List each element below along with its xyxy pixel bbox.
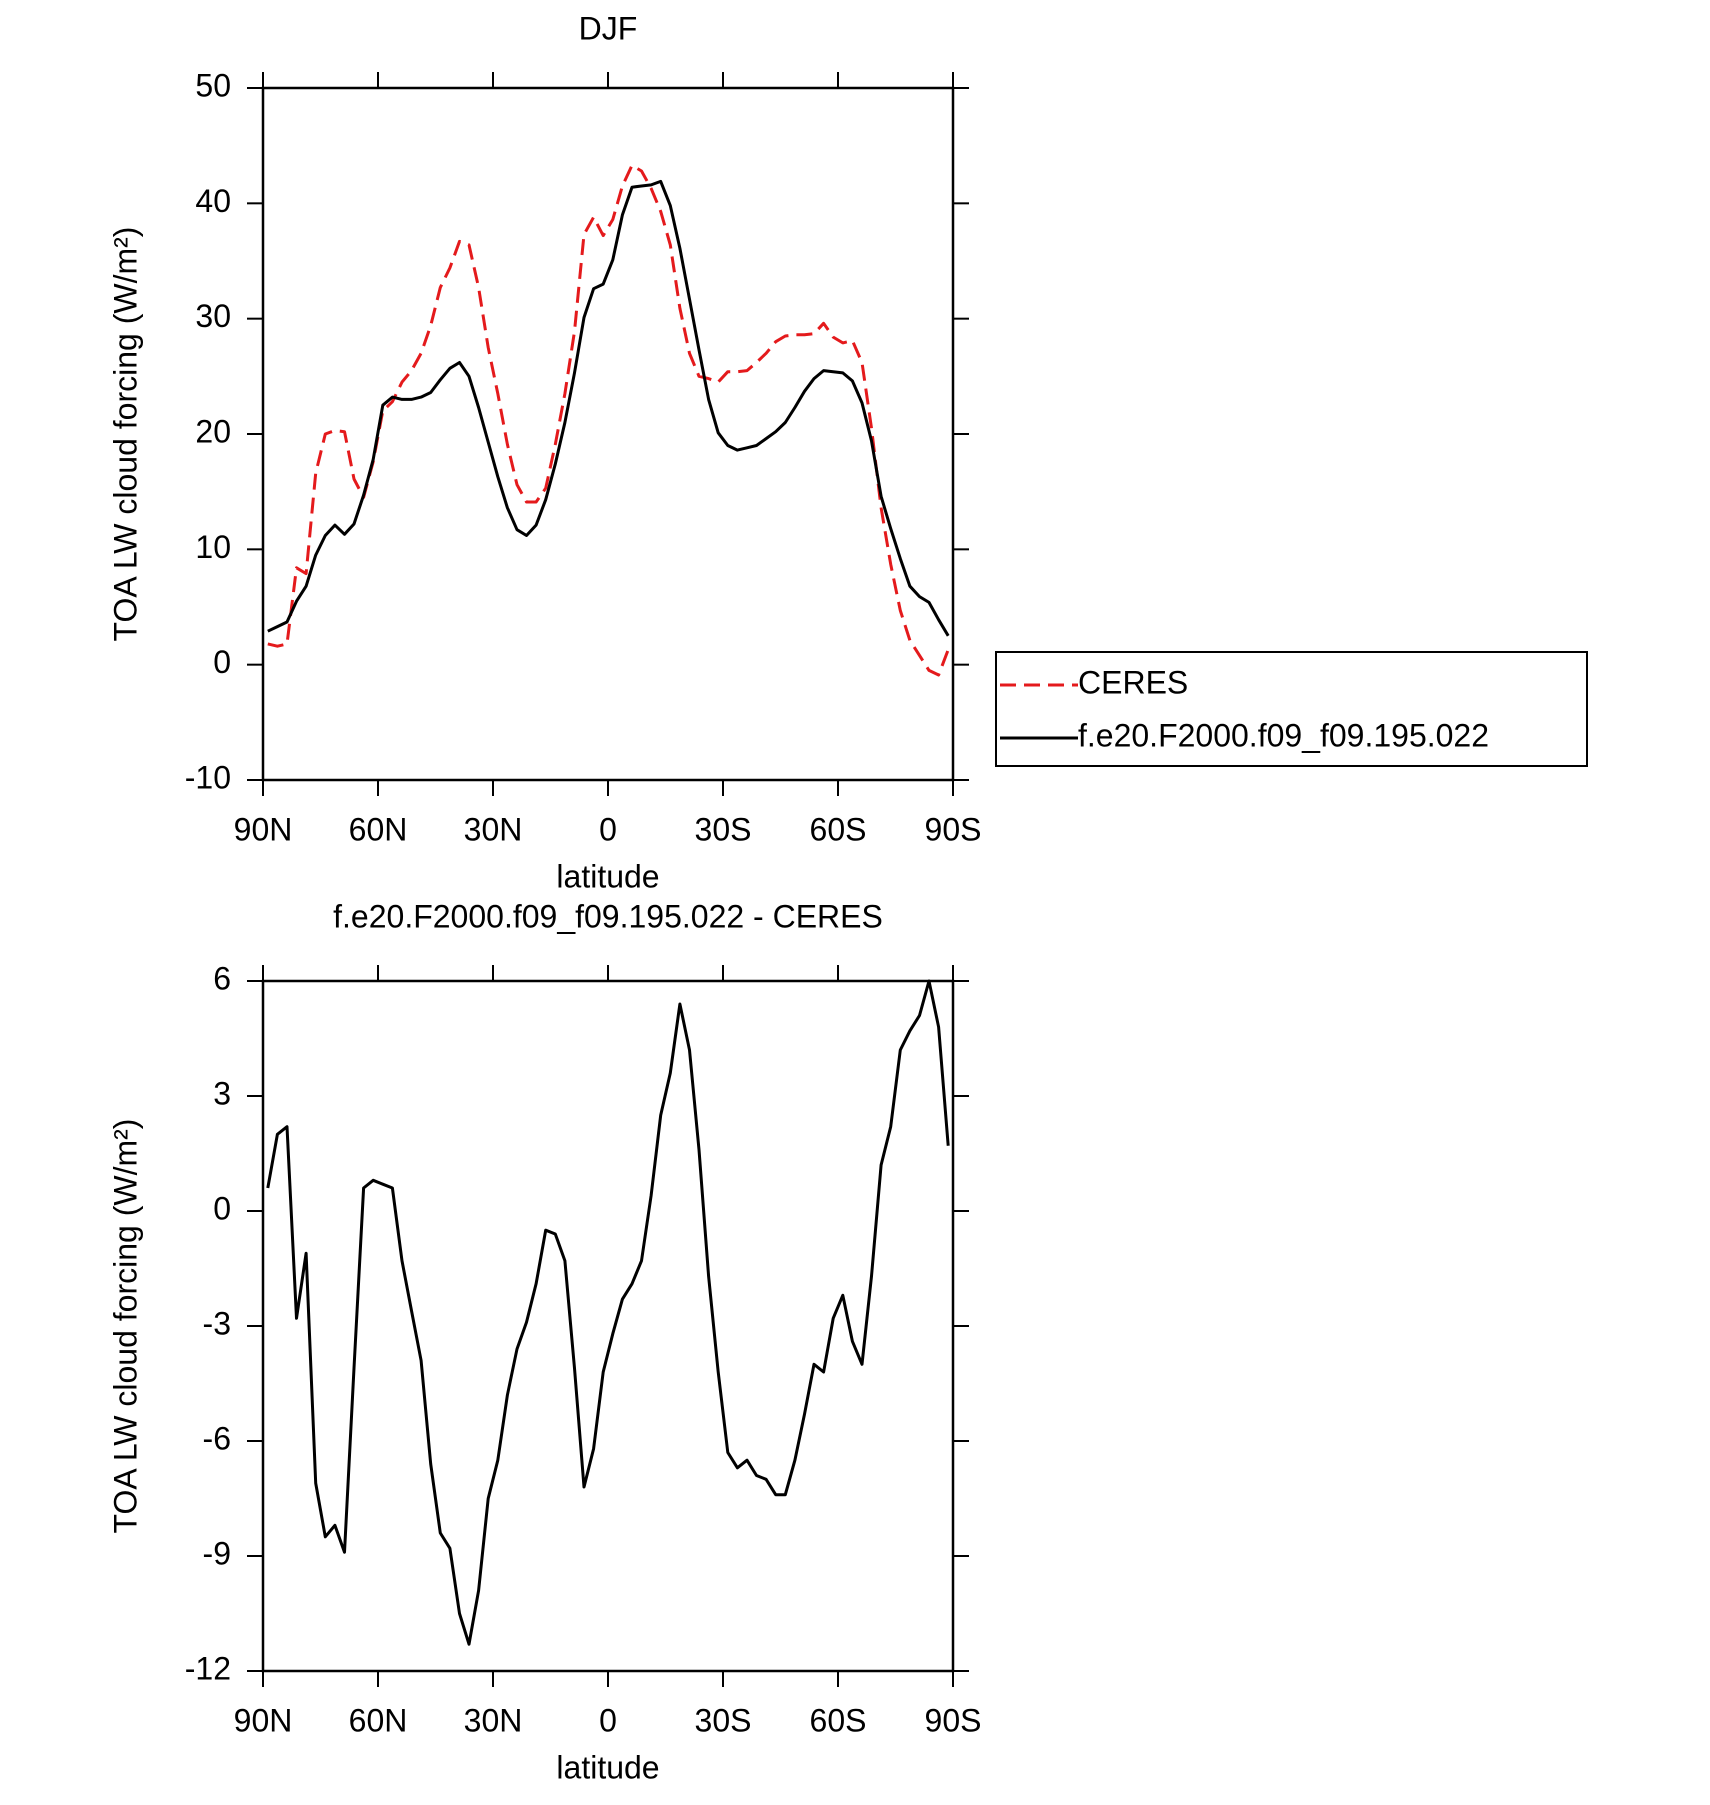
y-tick-label: -10 (185, 759, 231, 795)
x-tick-label: 0 (599, 811, 617, 847)
y-tick-label: 40 (195, 183, 231, 219)
legend-label: f.e20.F2000.f09_f09.195.022 (1078, 717, 1489, 753)
x-tick-label: 60N (349, 811, 408, 847)
legend-box (995, 651, 1588, 767)
y-axis-label: TOA LW cloud forcing (W/m²) (107, 1119, 143, 1534)
x-tick-label: 0 (599, 1702, 617, 1738)
x-tick-label: 30N (464, 811, 523, 847)
y-tick-label: 0 (213, 1190, 231, 1226)
x-tick-label: 30N (464, 1702, 523, 1738)
y-tick-label: 20 (195, 413, 231, 449)
y-tick-label: 0 (213, 644, 231, 680)
y-tick-label: 10 (195, 529, 231, 565)
data-line (266, 979, 950, 1646)
y-tick-label: 6 (213, 960, 231, 996)
x-tick-label: 90S (925, 811, 982, 847)
chart-title: DJF (579, 10, 638, 46)
y-tick-label: -3 (203, 1305, 231, 1341)
y-tick-label: -6 (203, 1420, 231, 1456)
legend-label: CERES (1078, 664, 1188, 700)
y-tick-label: 3 (213, 1075, 231, 1111)
y-tick-label: 30 (195, 298, 231, 334)
x-tick-label: 60S (810, 1702, 867, 1738)
x-axis-label: latitude (556, 1749, 659, 1785)
x-tick-label: 60N (349, 1702, 408, 1738)
x-axis-label: latitude (556, 858, 659, 894)
plot-frame (261, 86, 955, 782)
x-tick-label: 30S (695, 811, 752, 847)
x-tick-label: 30S (695, 1702, 752, 1738)
y-tick-label: -12 (185, 1650, 231, 1686)
x-tick-label: 90N (234, 1702, 293, 1738)
data-line (267, 163, 950, 677)
chart-title: f.e20.F2000.f09_f09.195.022 - CERES (333, 898, 883, 934)
x-tick-label: 60S (810, 811, 867, 847)
data-line (267, 179, 950, 637)
y-tick-label: 50 (195, 67, 231, 103)
x-tick-label: 90S (925, 1702, 982, 1738)
x-tick-label: 90N (234, 811, 293, 847)
y-tick-label: -9 (203, 1535, 231, 1571)
y-axis-label: TOA LW cloud forcing (W/m²) (107, 227, 143, 642)
